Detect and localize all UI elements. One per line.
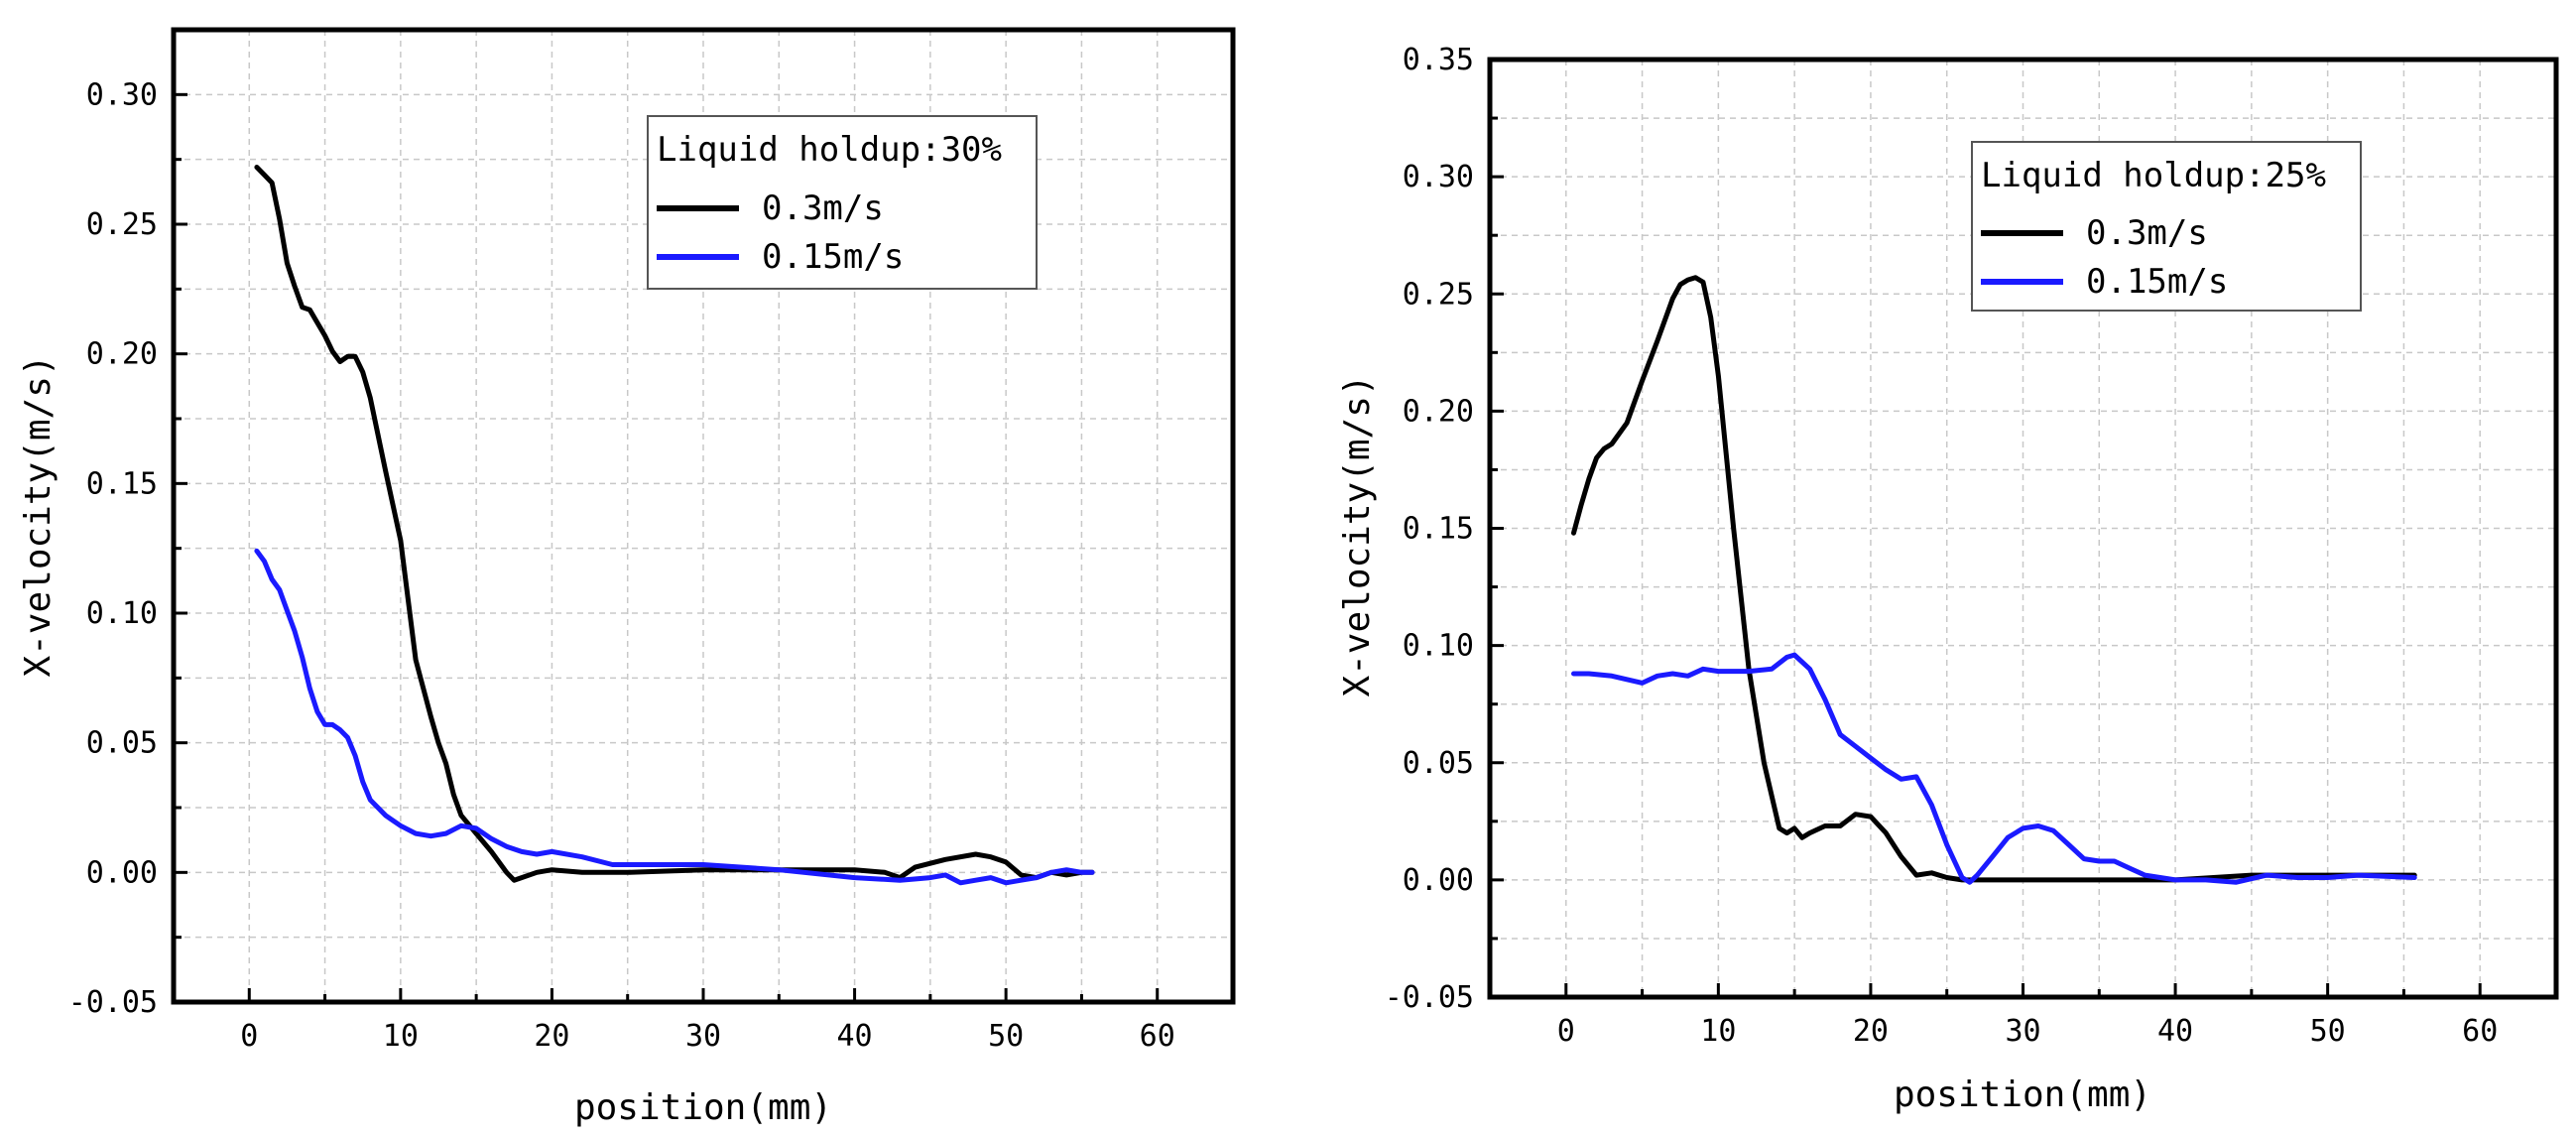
right-x-tick-label-50: 50: [2310, 1014, 2346, 1049]
right-legend-label-0.15: 0.15m/s: [2086, 262, 2228, 302]
right-series-line-0.15m-s: [1571, 652, 2417, 885]
left-chart-background: [0, 0, 1250, 1137]
left-legend-label-0.15: 0.15m/s: [762, 237, 904, 277]
left-y-tick-label-0.30: 0.30: [86, 77, 158, 112]
right-series-group: [1571, 275, 2417, 885]
left-y-tick-label-0.25: 0.25: [86, 207, 158, 242]
right-plot-frame: [1487, 57, 2559, 1000]
left-tick-labels: 0 10 20 30 40 50 60 -0.05 0.00 0.05 0.10 0.15 0.20 0.…: [68, 77, 1175, 1054]
left-legend-title: Liquid holdup:30%: [657, 130, 1002, 170]
left-y-tick-label-0.20: 0.20: [86, 337, 158, 372]
left-series-group: [254, 165, 1095, 886]
right-legend: Liquid holdup:25% 0.3m/s 0.15m/s: [1971, 141, 2362, 312]
right-y-axis-title: X-velocity(m/s): [1337, 374, 1378, 696]
right-y-tick-label-0.25: 0.25: [1403, 277, 1474, 312]
right-x-tick-label-60: 60: [2462, 1014, 2498, 1049]
right-y-tick-label-0.15: 0.15: [1403, 512, 1474, 547]
left-y-tick-label--0.05: -0.05: [68, 985, 158, 1020]
left-y-tick-label-0.15: 0.15: [86, 466, 158, 501]
left-y-tick-label-0.10: 0.10: [86, 596, 158, 631]
left-series-line-0.3m-s: [254, 165, 1095, 883]
right-y-tick-label-0.05: 0.05: [1403, 746, 1474, 781]
right-x-tick-label-40: 40: [2157, 1014, 2193, 1049]
right-x-tick-label-0: 0: [1557, 1014, 1575, 1049]
right-y-tick-label-0.35: 0.35: [1403, 43, 1474, 77]
right-y-tick-label-0.20: 0.20: [1403, 394, 1474, 429]
right-x-axis-title: position(mm): [1894, 1074, 2151, 1115]
left-legend: Liquid holdup:30% 0.3m/s 0.15m/s: [647, 115, 1038, 290]
left-x-tick-label-20: 20: [534, 1019, 569, 1054]
left-x-tick-label-40: 40: [837, 1019, 873, 1054]
right-y-tick-label-0.30: 0.30: [1403, 160, 1474, 194]
right-legend-label-0.3: 0.3m/s: [2086, 213, 2208, 253]
left-x-tick-label-50: 50: [988, 1019, 1024, 1054]
left-x-tick-label-30: 30: [685, 1019, 721, 1054]
left-chart-panel: 0 10 20 30 40 50 60 -0.05 0.00 0.05 0.10 0.15 0.20 0.…: [0, 0, 1250, 1137]
left-axis-ticks: [172, 28, 1235, 1004]
right-y-tick-label--0.05: -0.05: [1385, 980, 1474, 1015]
right-chart-background: [1289, 0, 2576, 1137]
right-x-tick-label-30: 30: [2005, 1014, 2040, 1049]
left-series-line-0.15m-s: [254, 548, 1095, 886]
left-y-tick-label-0.05: 0.05: [86, 726, 158, 761]
right-x-tick-label-10: 10: [1700, 1014, 1736, 1049]
left-x-tick-label-0: 0: [240, 1019, 258, 1054]
left-x-axis-title: position(mm): [574, 1087, 832, 1128]
left-x-tick-label-60: 60: [1140, 1019, 1175, 1054]
right-y-tick-label-0.10: 0.10: [1403, 629, 1474, 664]
left-plot-frame: [171, 27, 1236, 1005]
right-tick-labels: 0 10 20 30 40 50 60 -0.05 0.00 0.05 0.10 0.15 0.20 0.…: [1385, 43, 2499, 1049]
left-legend-label-0.3: 0.3m/s: [762, 189, 884, 228]
left-y-axis-title: X-velocity(m/s): [18, 354, 59, 677]
right-y-tick-label-0.00: 0.00: [1403, 863, 1474, 898]
right-legend-title: Liquid holdup:25%: [1981, 156, 2326, 195]
right-x-tick-label-20: 20: [1853, 1014, 1889, 1049]
left-x-tick-label-10: 10: [383, 1019, 419, 1054]
left-y-tick-label-0.00: 0.00: [86, 855, 158, 890]
right-chart-panel: 0 10 20 30 40 50 60 -0.05 0.00 0.05 0.10 0.15 0.20 0.…: [1289, 0, 2576, 1137]
